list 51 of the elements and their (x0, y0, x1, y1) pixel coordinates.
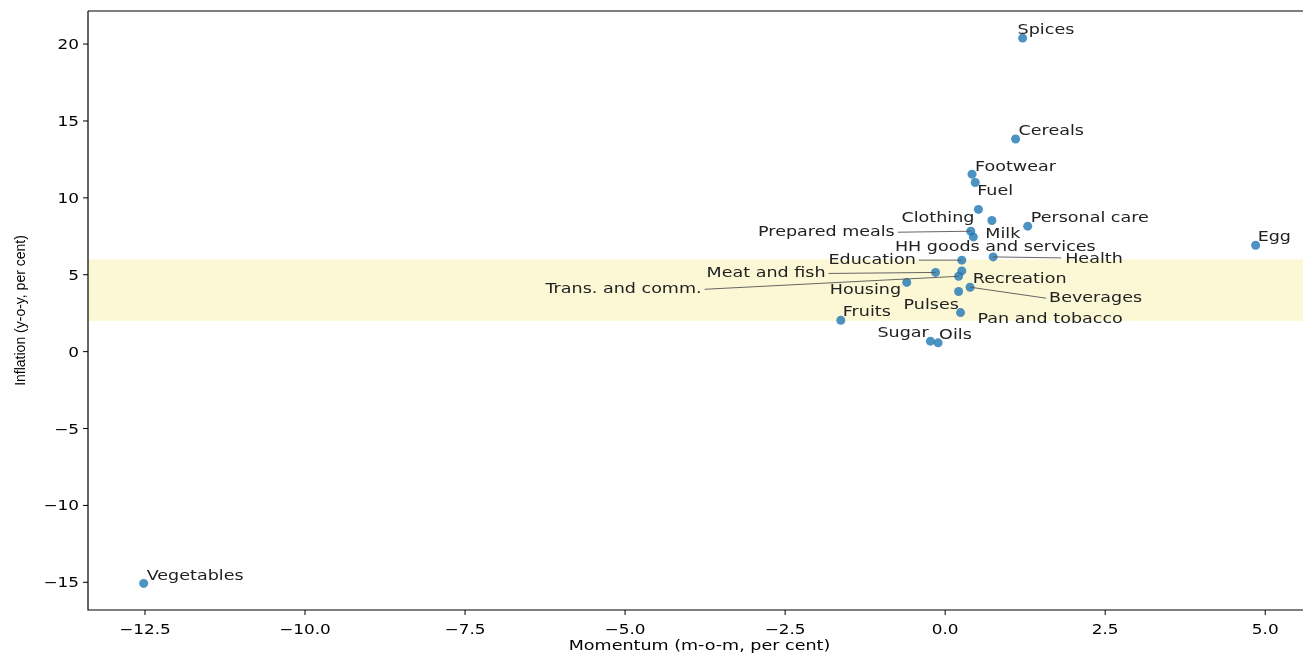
annotation: Fuel (977, 182, 1014, 199)
x-tick-label: 0.0 (931, 621, 959, 638)
annotation: Prepared meals (758, 223, 895, 240)
point (967, 169, 977, 179)
point (987, 215, 997, 225)
x-tick-label: −2.5 (764, 621, 806, 638)
y-tick-label: −15 (43, 574, 79, 591)
x-tick-label: 5.0 (1251, 621, 1279, 638)
y-tick-label: −5 (54, 421, 79, 438)
annotation: Pulses (903, 295, 959, 312)
annotation: Clothing (901, 209, 975, 226)
point (954, 271, 964, 281)
point (1023, 221, 1033, 231)
x-axis-title: Momentum (m-o-m, per cent) (568, 637, 831, 654)
y-tick-label: 10 (57, 190, 79, 207)
annotation: Beverages (1049, 289, 1143, 306)
annotation: Trans. and comm. (544, 280, 702, 297)
annotation: Egg (1257, 228, 1291, 245)
annotation: Cereals (1018, 122, 1084, 139)
annotation: Pan and tobacco (977, 309, 1123, 327)
annotation: Housing (829, 281, 902, 298)
y-tick-label: 20 (57, 36, 79, 53)
annotation: Fruits (842, 303, 891, 320)
point (973, 204, 983, 214)
point (956, 308, 966, 318)
point (139, 578, 149, 588)
y-tick-label: 0 (68, 344, 79, 361)
x-tick-label: −7.5 (444, 621, 486, 638)
x-tick-label: −12.5 (119, 621, 171, 638)
point (933, 338, 943, 348)
y-tick-label: −10 (43, 498, 79, 514)
x-tick-label: −10.0 (279, 621, 331, 638)
annotation: Oils (939, 325, 972, 343)
annotation: Vegetables (146, 567, 244, 584)
annotation: Sugar (877, 324, 930, 341)
point (1011, 134, 1021, 144)
point (970, 177, 980, 187)
annotation: Footwear (975, 158, 1057, 175)
y-tick-label: 5 (68, 267, 79, 284)
x-tick-label: −5.0 (604, 621, 646, 638)
point (931, 267, 941, 277)
point (954, 287, 964, 297)
y-tick-label: 15 (57, 113, 79, 130)
annotation: Recreation (972, 269, 1067, 287)
point (1251, 240, 1261, 250)
point (836, 315, 846, 325)
y-axis-title: Inflation (y-o-y, per cent) (12, 235, 28, 386)
annotation: Personal care (1030, 209, 1149, 226)
x-tick-label: 2.5 (1091, 621, 1119, 638)
annotation: Spices (1017, 21, 1075, 38)
annotation: Meat and fish (706, 264, 826, 281)
